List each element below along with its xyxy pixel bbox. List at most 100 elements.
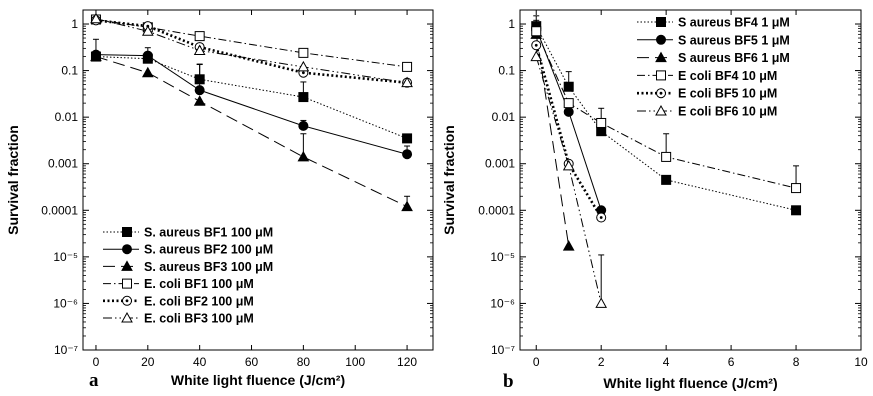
legend-swatch-marker bbox=[655, 104, 667, 116]
panel-b-chart: 0 2 4 6 8 10 1 0.1 0.01 0.001 0.0001 10⁻⁵ 10⁻⁶ 10⁻⁷ Wh… bbox=[441, 9, 868, 392]
data-point bbox=[142, 50, 153, 61]
plot-frame bbox=[519, 9, 862, 351]
series-2 bbox=[531, 19, 607, 216]
legend-label: S aureus BF5 1 μM bbox=[678, 33, 790, 47]
data-point bbox=[141, 25, 154, 36]
legend-item: E. coli BF2 100 μM bbox=[103, 294, 254, 308]
data-point bbox=[402, 149, 413, 160]
series-2 bbox=[90, 38, 413, 160]
legend-label: E. coli BF1 100 μM bbox=[144, 277, 254, 291]
y-axis-label: Survival fraction bbox=[441, 125, 457, 235]
y-tick-label: 0.01 bbox=[55, 110, 79, 124]
x-tick-label: 20 bbox=[141, 355, 155, 369]
x-tick-label: 2 bbox=[598, 355, 605, 369]
y-tick-label: 10⁻⁷ bbox=[54, 343, 78, 357]
legend-swatch-marker bbox=[655, 51, 667, 63]
x-tick-label: 10 bbox=[854, 355, 868, 369]
series-line bbox=[535, 28, 602, 211]
legend: S. aureus BF1 100 μM S. aureus BF2 100 μM… bbox=[103, 226, 273, 326]
series-6 bbox=[90, 12, 413, 88]
data-point bbox=[563, 98, 574, 109]
legend-swatch-marker bbox=[656, 70, 666, 81]
y-tick-label: 10⁻⁶ bbox=[490, 296, 515, 310]
x-tick-label: 100 bbox=[345, 355, 365, 369]
y-tick-label: 0.001 bbox=[485, 157, 515, 171]
legend-label: S aureus BF4 1 μM bbox=[678, 16, 790, 30]
x-axis-label: White light fluence (J/cm²) bbox=[171, 372, 345, 388]
data-point bbox=[90, 12, 102, 24]
legend-label: E. coli BF3 100 μM bbox=[144, 312, 254, 326]
data-point bbox=[298, 92, 309, 103]
data-point bbox=[193, 44, 206, 55]
x-tick-label: 8 bbox=[793, 355, 800, 369]
data-point bbox=[596, 212, 607, 223]
y-tick-label: 10⁻⁶ bbox=[53, 296, 78, 310]
series-line bbox=[95, 56, 408, 139]
x-tick-label: 120 bbox=[397, 355, 417, 369]
legend-swatch-marker bbox=[121, 260, 133, 271]
y-tick-label: 0.0001 bbox=[41, 203, 78, 217]
legend-item: S aureus BF4 1 μM bbox=[637, 16, 790, 30]
data-point bbox=[402, 61, 413, 72]
data-point bbox=[562, 240, 575, 251]
y-tick-label: 0.1 bbox=[498, 64, 515, 78]
data-point bbox=[531, 26, 542, 37]
series-4 bbox=[531, 26, 802, 194]
panel-label: a bbox=[89, 370, 99, 391]
x-tick-label: 40 bbox=[193, 355, 207, 369]
data-point bbox=[297, 150, 310, 162]
data-point bbox=[661, 174, 672, 185]
series-line bbox=[95, 19, 408, 68]
data-point bbox=[194, 85, 205, 96]
x-tick-label: 80 bbox=[297, 355, 311, 369]
series-line bbox=[95, 54, 408, 155]
legend-item: E. coli BF3 100 μM bbox=[103, 312, 254, 326]
series-line bbox=[535, 31, 797, 189]
y-tick-label: 10⁻⁵ bbox=[490, 250, 515, 264]
legend-label: S. aureus BF3 100 μM bbox=[144, 260, 273, 274]
data-point bbox=[595, 297, 608, 308]
y-axis-label: Survival fraction bbox=[5, 125, 21, 235]
y-tick-label: 0.1 bbox=[61, 64, 78, 78]
legend-item: S aureus BF5 1 μM bbox=[637, 33, 790, 47]
data-point bbox=[90, 50, 102, 62]
legend-swatch-marker bbox=[656, 88, 666, 99]
series-6 bbox=[530, 50, 608, 308]
data-point bbox=[193, 95, 206, 106]
legend-label: E coli BF6 10 μM bbox=[678, 105, 777, 119]
data-point bbox=[531, 40, 542, 51]
legend-swatch-marker bbox=[122, 295, 132, 306]
data-point bbox=[298, 47, 309, 58]
plot-frame bbox=[82, 9, 434, 351]
legend-label: S. aureus BF1 100 μM bbox=[144, 226, 273, 240]
legend-item: S. aureus BF3 100 μM bbox=[103, 260, 273, 274]
y-tick-label: 10⁻⁷ bbox=[491, 343, 515, 357]
data-point bbox=[562, 159, 575, 171]
x-tick-label: 4 bbox=[663, 355, 670, 369]
x-axis-label: White light fluence (J/cm²) bbox=[603, 375, 777, 391]
y-tick-label: 10⁻⁵ bbox=[53, 250, 78, 264]
legend-swatch-marker bbox=[122, 278, 132, 289]
legend-label: S aureus BF6 1 μM bbox=[678, 51, 790, 65]
data-point bbox=[563, 106, 574, 117]
data-point bbox=[141, 66, 154, 78]
x-tick-label: 0 bbox=[93, 355, 100, 369]
panel-label: b bbox=[503, 371, 514, 392]
legend-item: E coli BF6 10 μM bbox=[637, 105, 777, 119]
data-point bbox=[596, 117, 607, 128]
legend-label: E. coli BF2 100 μM bbox=[144, 294, 254, 308]
data-point bbox=[401, 76, 413, 88]
y-tick-label: 1 bbox=[71, 17, 78, 31]
series-5 bbox=[531, 40, 607, 223]
legend-item: S aureus BF6 1 μM bbox=[637, 51, 790, 65]
legend-item: S. aureus BF1 100 μM bbox=[103, 226, 273, 240]
series-3 bbox=[90, 50, 413, 212]
series-line bbox=[95, 56, 408, 208]
legend-item: E coli BF5 10 μM bbox=[637, 87, 777, 101]
data-point bbox=[563, 81, 574, 92]
panel-a-chart: 0 20 40 60 80 100 120 1 0.1 0.01 0.001 0.0001 10⁻⁵ 10… bbox=[5, 9, 434, 391]
legend-label: E coli BF5 10 μM bbox=[678, 87, 777, 101]
legend-swatch-marker bbox=[121, 311, 133, 323]
legend-item: S. aureus BF2 100 μM bbox=[103, 243, 273, 257]
x-tick-label: 60 bbox=[245, 355, 259, 369]
